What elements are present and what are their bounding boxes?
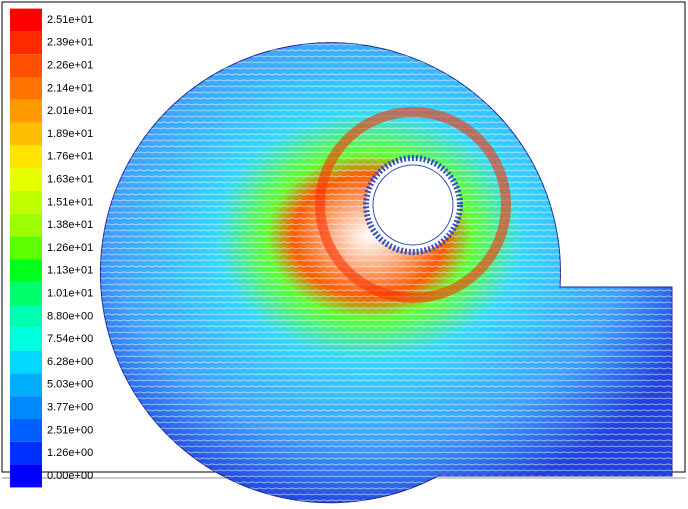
legend-swatch [10, 465, 42, 488]
legend-swatch [10, 351, 42, 374]
legend-label: 1.13e+01 [47, 265, 93, 277]
legend-swatch [10, 259, 42, 282]
legend-swatch [10, 214, 42, 237]
legend-label: 2.26e+01 [47, 60, 93, 72]
legend-swatch [10, 373, 42, 396]
legend-label: 6.28e+00 [47, 356, 93, 368]
graphics-window: 2.51e+01 2.39e+01 2.26e+01 2.14e+01 2.01e+01… [0, 0, 688, 509]
viewer: 2.51e+01 2.39e+01 2.26e+01 2.14e+01 2.01e+01… [0, 0, 688, 509]
legend-label: 1.26e+00 [47, 447, 93, 459]
legend-label: 2.51e+00 [47, 424, 93, 436]
legend-swatch [10, 419, 42, 442]
legend-label: 0.00e+00 [47, 470, 93, 482]
legend-label: 7.54e+00 [47, 333, 93, 345]
legend-swatch [10, 77, 42, 100]
legend-label: 1.89e+01 [47, 128, 93, 140]
legend-swatch [10, 328, 42, 351]
legend-label: 3.77e+00 [47, 402, 93, 414]
legend-label: 1.38e+01 [47, 219, 93, 231]
legend-swatch [10, 100, 42, 123]
fan-domain [100, 43, 672, 503]
legend-swatch [10, 191, 42, 214]
legend-swatch [10, 237, 42, 260]
legend-swatch [10, 282, 42, 305]
legend-swatch [10, 145, 42, 168]
inlet [373, 165, 453, 245]
legend-label: 1.63e+01 [47, 174, 93, 186]
legend-label: 1.01e+01 [47, 288, 93, 300]
legend-swatch [10, 123, 42, 146]
legend-label: 2.01e+01 [47, 105, 93, 117]
legend-label: 2.14e+01 [47, 82, 93, 94]
legend-swatch [10, 305, 42, 328]
legend-swatch [10, 442, 42, 465]
legend-swatch [10, 31, 42, 54]
legend-swatch [10, 168, 42, 191]
legend-label: 1.26e+01 [47, 242, 93, 254]
legend-swatch [10, 54, 42, 77]
color-legend: 2.51e+01 2.39e+01 2.26e+01 2.14e+01 2.01e+01… [10, 9, 93, 488]
legend-label: 1.51e+01 [47, 196, 93, 208]
legend-swatch [10, 396, 42, 419]
legend-label: 2.51e+01 [47, 14, 93, 26]
legend-label: 8.80e+00 [47, 310, 93, 322]
legend-label: 5.03e+00 [47, 379, 93, 391]
legend-label: 2.39e+01 [47, 37, 93, 49]
legend-swatch [10, 9, 42, 32]
legend-label: 1.76e+01 [47, 151, 93, 163]
